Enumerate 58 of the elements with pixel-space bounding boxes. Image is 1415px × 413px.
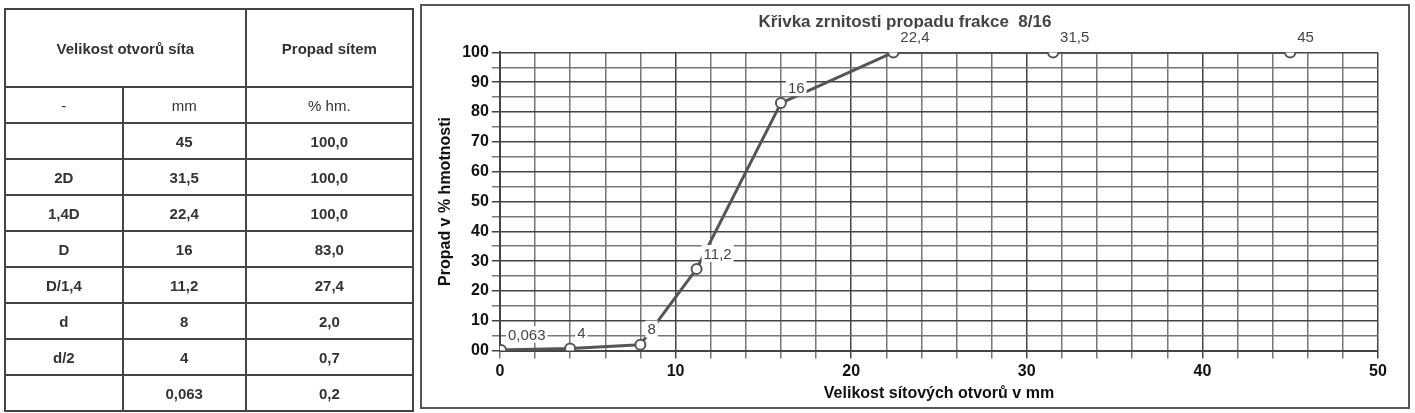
text: 2,0 <box>245 303 413 339</box>
y-tick-label: 70 <box>471 132 489 150</box>
text: 4 <box>122 339 246 375</box>
x-tick-label: 20 <box>842 361 861 379</box>
y-tick-label: 30 <box>471 251 489 269</box>
category-label: D/1,4 <box>5 267 123 303</box>
text: 8 <box>122 303 246 339</box>
category-label: d/2 <box>5 339 123 375</box>
text: mm <box>122 87 246 123</box>
x-axis-title: Velikost sítových otvorů v mm <box>823 383 1055 401</box>
x-tick-label: 40 <box>1193 361 1212 379</box>
point <box>690 262 703 275</box>
text: 0,7 <box>245 339 413 375</box>
text: Velikost otvorů síta <box>5 9 246 87</box>
y-tick-label: 100 <box>462 42 489 60</box>
y-tick-label: 60 <box>471 162 489 180</box>
annotation: 31,5 <box>1060 28 1090 46</box>
x-tick-label: 50 <box>1369 361 1387 379</box>
y-tick-label: 00 <box>471 341 489 359</box>
chart-title: Křivka zrnitosti propadu frakce 8/16 <box>758 11 1052 31</box>
annotation: 8 <box>647 320 656 338</box>
x-tick-label: 10 <box>666 361 685 379</box>
text: % hm. <box>245 87 413 123</box>
x-tick-label: 0 <box>495 361 505 379</box>
y-tick-label: 50 <box>471 191 489 209</box>
x-tick-label: 30 <box>1017 361 1036 379</box>
text: 16 <box>122 231 246 267</box>
category-label: 1,4D <box>5 195 123 231</box>
category-label: 2D <box>5 159 123 195</box>
text: 31,5 <box>122 159 246 195</box>
point <box>634 338 647 351</box>
y-tick-label: 80 <box>471 102 489 120</box>
point <box>774 97 787 110</box>
annotation: 22,4 <box>900 28 930 46</box>
text: 0,063 <box>122 375 246 411</box>
annotation: 11,2 <box>703 244 732 262</box>
text: 11,2 <box>122 267 246 303</box>
text: 45 <box>122 123 246 159</box>
y-axis-title: Propad v % hmotnosti <box>436 117 454 286</box>
annotation: 45 <box>1297 28 1314 46</box>
annotation: 4 <box>577 324 586 342</box>
annotation: 0,063 <box>508 325 546 343</box>
text: 27,4 <box>245 267 413 303</box>
text: - <box>5 87 123 123</box>
text: Propad sítem <box>245 9 413 87</box>
text: 100,0 <box>245 123 413 159</box>
text: 100,0 <box>245 159 413 195</box>
y-tick-label: 20 <box>471 281 489 299</box>
annotation: 16 <box>787 78 805 96</box>
category-label: d <box>5 303 123 339</box>
y-tick-label: 10 <box>471 311 489 329</box>
category-label: D <box>5 231 123 267</box>
text: 0,2 <box>245 375 413 411</box>
text: 83,0 <box>245 231 413 267</box>
y-tick-label: 40 <box>471 221 489 239</box>
text: 22,4 <box>122 195 246 231</box>
text: 100,0 <box>245 195 413 231</box>
y-tick-label: 90 <box>471 72 489 90</box>
